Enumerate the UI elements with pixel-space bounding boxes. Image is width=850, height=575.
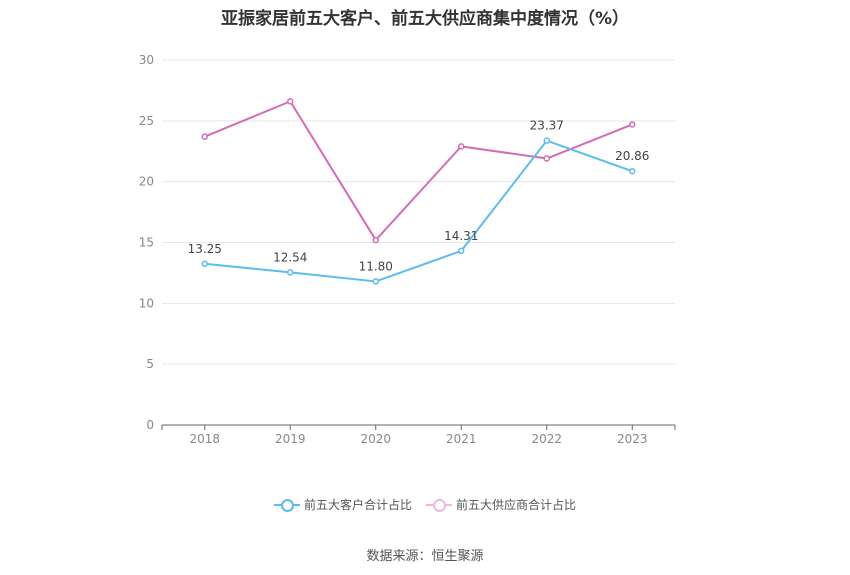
- series-line-1: [204, 100, 633, 242]
- data-point: [201, 133, 208, 140]
- data-point: [458, 143, 465, 150]
- legend-item-customers[interactable]: 前五大客户合计占比: [273, 496, 412, 513]
- chart-legend: 前五大客户合计占比 前五大供应商合计占比: [0, 496, 850, 513]
- chart-title: 亚振家居前五大客户、前五大供应商集中度情况（%）: [220, 9, 630, 29]
- data-point: [372, 278, 379, 285]
- data-label: 20.86: [615, 149, 649, 163]
- legend-item-suppliers[interactable]: 前五大供应商合计占比: [426, 496, 576, 513]
- x-tick-label: 2021: [446, 432, 477, 446]
- data-point: [629, 121, 636, 128]
- data-point: [287, 98, 294, 105]
- data-label: 14.31: [444, 229, 478, 243]
- legend-marker-customers-icon: [273, 497, 300, 513]
- x-tick-label: 2023: [617, 432, 648, 446]
- y-tick-label: 20: [139, 175, 154, 189]
- data-point: [629, 167, 636, 175]
- data-point: [201, 260, 208, 268]
- legend-label-suppliers: 前五大供应商合计占比: [456, 498, 577, 512]
- data-point: [543, 137, 550, 144]
- legend-marker-suppliers-icon: [426, 497, 452, 513]
- data-point: [458, 247, 465, 255]
- x-tick-label: 2018: [189, 432, 220, 446]
- y-tick-label: 5: [146, 357, 154, 371]
- data-label: 13.25: [188, 242, 222, 256]
- x-tick-label: 2019: [275, 432, 306, 446]
- series-line-0: [204, 139, 633, 283]
- data-label: 23.37: [530, 119, 564, 133]
- y-tick-label: 25: [139, 114, 154, 128]
- y-tick-label: 0: [146, 418, 154, 432]
- data-point: [287, 269, 294, 276]
- data-source-note: 数据来源：恒生聚源: [366, 549, 484, 564]
- data-label: 12.54: [273, 250, 307, 264]
- y-tick-label: 10: [139, 296, 154, 310]
- data-point: [543, 155, 550, 162]
- x-tick-label: 2022: [531, 432, 562, 446]
- legend-label-customers: 前五大客户合计占比: [303, 498, 412, 512]
- y-tick-label: 30: [139, 53, 154, 67]
- data-point: [372, 236, 379, 244]
- x-tick-label: 2020: [360, 432, 391, 446]
- y-tick-label: 15: [139, 236, 154, 250]
- data-label: 11.80: [359, 259, 393, 273]
